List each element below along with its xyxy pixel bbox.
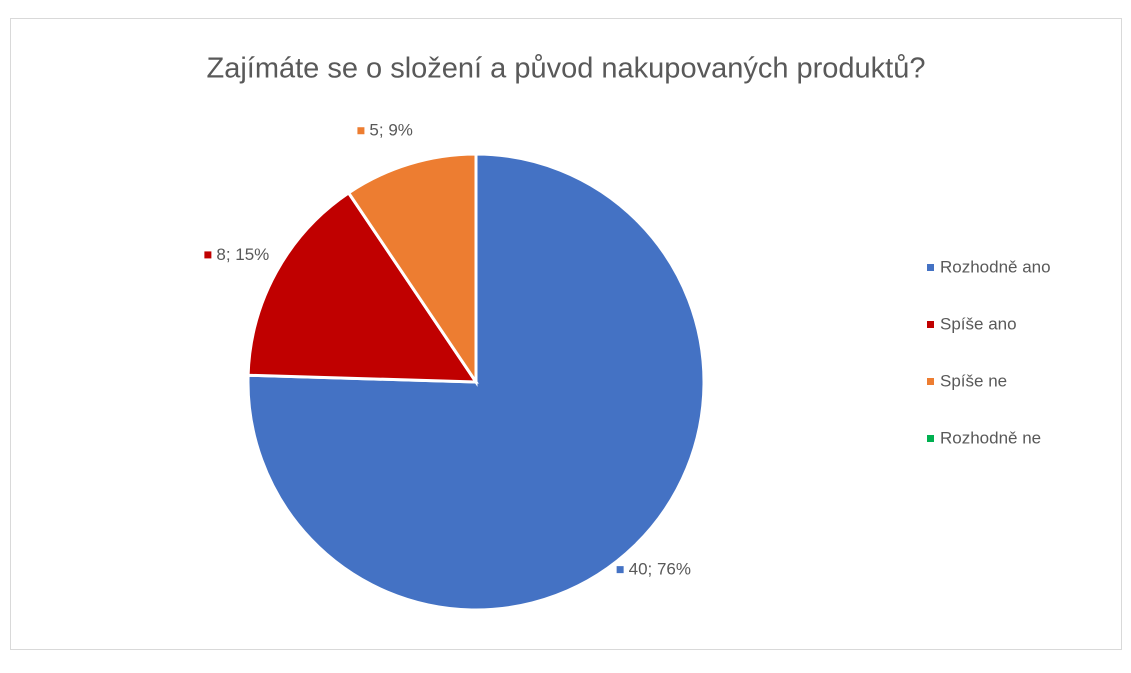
legend-label: Rozhodně ano: [940, 257, 1051, 276]
label-marker: [204, 251, 212, 259]
legend-marker: [927, 264, 934, 271]
label-marker: [357, 127, 365, 135]
legend-label: Spíše ano: [940, 314, 1017, 333]
chart-title: Zajímáte se o složení a původ nakupovaný…: [206, 53, 925, 85]
pie-slice: [346, 152, 478, 387]
legend-label: Rozhodně ne: [940, 428, 1041, 447]
label-marker: [616, 566, 624, 574]
legend-marker: [927, 378, 934, 385]
data-label: 8; 15%: [216, 245, 269, 264]
legend-marker: [927, 321, 934, 328]
data-label: 5; 9%: [369, 121, 412, 140]
legend-label: Spíše ne: [940, 371, 1007, 390]
legend-marker: [927, 435, 934, 442]
pie-slice: [246, 190, 479, 384]
data-label: 40; 76%: [629, 560, 691, 579]
